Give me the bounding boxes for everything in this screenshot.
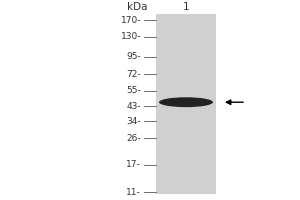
Text: 11-: 11- bbox=[126, 188, 141, 197]
Text: 170-: 170- bbox=[121, 16, 141, 25]
Text: 43-: 43- bbox=[126, 102, 141, 111]
Text: 55-: 55- bbox=[126, 86, 141, 95]
Text: 130-: 130- bbox=[121, 32, 141, 41]
Text: 26-: 26- bbox=[126, 134, 141, 143]
Text: kDa: kDa bbox=[127, 2, 147, 12]
Text: 95-: 95- bbox=[126, 52, 141, 61]
Text: 34-: 34- bbox=[126, 117, 141, 126]
Bar bbox=[156, 14, 216, 194]
Text: 1: 1 bbox=[183, 2, 189, 12]
Text: 72-: 72- bbox=[126, 70, 141, 79]
Ellipse shape bbox=[159, 97, 213, 107]
Text: 17-: 17- bbox=[126, 160, 141, 169]
